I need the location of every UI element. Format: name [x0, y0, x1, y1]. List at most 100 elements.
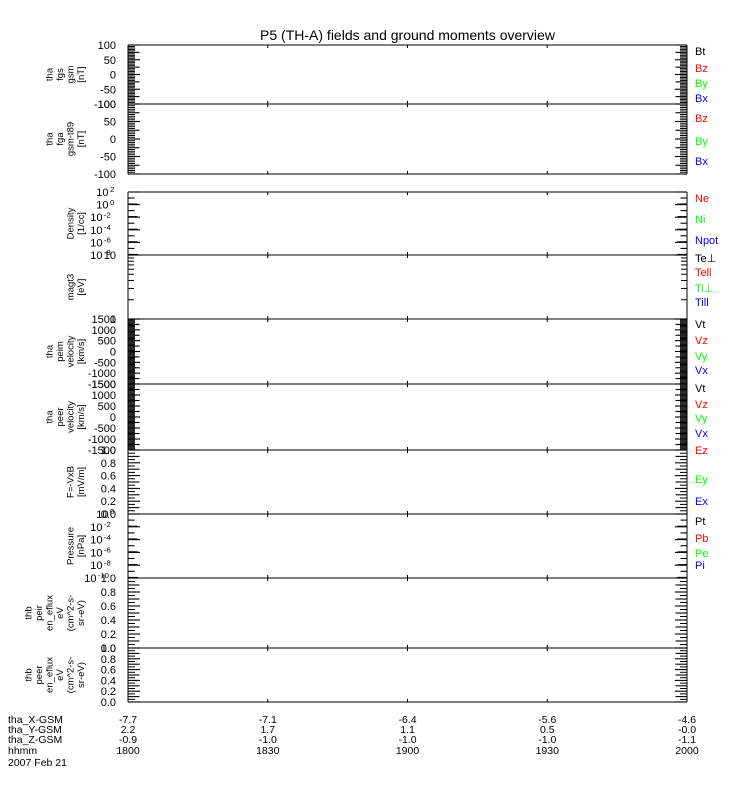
svg-text:-100: -100: [94, 169, 116, 181]
svg-text:Bx: Bx: [695, 156, 708, 168]
svg-text:sr-eV): sr-eV): [76, 600, 87, 626]
svg-text:Bt: Bt: [695, 46, 705, 58]
svg-text:0: 0: [110, 507, 114, 516]
svg-text:(cm^2-s-: (cm^2-s-: [66, 595, 77, 632]
svg-text:[km/s]: [km/s]: [76, 404, 87, 429]
svg-text:Bx: Bx: [695, 93, 708, 105]
svg-text:Te⊥: Te⊥: [695, 253, 716, 265]
svg-text:1800: 1800: [116, 745, 140, 757]
svg-text:10: 10: [90, 212, 102, 224]
svg-text:[nPa]: [nPa]: [76, 535, 87, 557]
svg-text:10: 10: [90, 225, 102, 237]
svg-text:peir: peir: [34, 605, 45, 621]
svg-text:0: 0: [110, 70, 116, 82]
svg-text:Vy: Vy: [695, 413, 708, 425]
svg-text:gsm: gsm: [66, 65, 77, 83]
svg-text:[km/s]: [km/s]: [76, 339, 87, 364]
svg-text:0.8: 0.8: [101, 587, 116, 599]
svg-text:tha: tha: [45, 344, 56, 358]
svg-text:1.0: 1.0: [101, 573, 116, 585]
svg-text:Ey: Ey: [695, 474, 708, 486]
svg-text:gsm-t89: gsm-t89: [66, 122, 77, 156]
svg-text:magt3: magt3: [66, 274, 77, 300]
svg-text:-6: -6: [104, 236, 111, 245]
svg-text:peim: peim: [55, 341, 66, 362]
svg-text:Till: Till: [695, 297, 709, 309]
svg-text:10: 10: [90, 522, 102, 534]
svg-text:[nT]: [nT]: [76, 66, 87, 82]
svg-text:50: 50: [104, 55, 116, 67]
svg-text:10: 10: [90, 535, 102, 547]
svg-text:100: 100: [98, 40, 116, 52]
svg-text:-50: -50: [100, 152, 116, 164]
svg-text:thb: thb: [24, 668, 35, 681]
svg-text:0.8: 0.8: [101, 458, 116, 470]
svg-text:By: By: [695, 78, 708, 90]
svg-text:Ex: Ex: [695, 496, 708, 508]
svg-text:Ni: Ni: [695, 214, 705, 226]
svg-text:P5 (TH-A) fields and ground mo: P5 (TH-A) fields and ground moments over…: [260, 27, 556, 43]
svg-text:eV: eV: [55, 669, 66, 681]
svg-text:Ez: Ez: [695, 445, 708, 457]
svg-text:Density: Density: [66, 207, 77, 239]
svg-text:peer: peer: [55, 407, 66, 426]
svg-text:Vt: Vt: [695, 319, 705, 331]
svg-text:10: 10: [90, 250, 102, 262]
svg-text:Vt: Vt: [695, 383, 705, 395]
svg-text:10: 10: [104, 250, 116, 262]
svg-text:0.2: 0.2: [101, 629, 116, 641]
svg-text:hhmm: hhmm: [8, 745, 37, 757]
svg-text:Bz: Bz: [695, 113, 708, 125]
svg-text:Pressure: Pressure: [66, 527, 77, 565]
svg-text:Pi: Pi: [695, 560, 705, 572]
svg-text:1930: 1930: [536, 745, 560, 757]
svg-text:Vx: Vx: [695, 428, 708, 440]
svg-text:sr-eV): sr-eV): [76, 662, 87, 688]
svg-text:Vz: Vz: [695, 335, 708, 347]
svg-text:2007 Feb 21: 2007 Feb 21: [8, 757, 67, 769]
svg-text:tha: tha: [45, 132, 56, 146]
svg-text:Npot: Npot: [695, 235, 718, 247]
svg-text:fga: fga: [55, 132, 66, 146]
svg-text:Vx: Vx: [695, 365, 708, 377]
svg-text:peer: peer: [34, 665, 45, 684]
svg-text:Vz: Vz: [695, 399, 708, 411]
svg-text:0: 0: [110, 134, 116, 146]
svg-text:100: 100: [98, 99, 116, 111]
svg-text:-50: -50: [100, 84, 116, 96]
svg-text:en_eflux: en_eflux: [45, 595, 56, 631]
svg-text:0.0: 0.0: [101, 697, 116, 709]
svg-text:en_eflux: en_eflux: [45, 657, 56, 693]
svg-text:Pt: Pt: [695, 516, 705, 528]
svg-text:fgs: fgs: [55, 68, 66, 81]
svg-text:1830: 1830: [256, 745, 280, 757]
svg-text:thb: thb: [24, 606, 35, 619]
svg-text:-2: -2: [104, 520, 111, 529]
svg-text:[nT]: [nT]: [76, 131, 87, 147]
svg-text:2: 2: [110, 185, 114, 194]
svg-text:0.4: 0.4: [101, 615, 116, 627]
svg-text:[1/cc]: [1/cc]: [76, 212, 87, 235]
svg-text:10: 10: [90, 237, 102, 249]
svg-text:Vy: Vy: [695, 351, 708, 363]
svg-text:[eV]: [eV]: [76, 279, 87, 296]
svg-text:0.6: 0.6: [101, 471, 116, 483]
svg-text:Tell: Tell: [695, 267, 712, 279]
svg-text:eV: eV: [55, 607, 66, 619]
svg-text:2000: 2000: [675, 745, 699, 757]
svg-text:F=-VxB: F=-VxB: [66, 466, 77, 498]
svg-text:(cm^2-s-: (cm^2-s-: [66, 657, 77, 694]
svg-text:0.4: 0.4: [101, 483, 116, 495]
svg-text:Ti⊥: Ti⊥: [695, 283, 713, 295]
svg-text:velocity: velocity: [66, 335, 77, 367]
svg-text:Bz: Bz: [695, 63, 708, 75]
svg-text:velocity: velocity: [66, 401, 77, 433]
svg-text:10: 10: [96, 187, 108, 199]
svg-text:-4: -4: [104, 533, 112, 542]
svg-text:-4: -4: [104, 223, 112, 232]
svg-text:-6: -6: [104, 546, 111, 555]
svg-text:0.6: 0.6: [101, 601, 116, 613]
svg-text:Pb: Pb: [695, 533, 708, 545]
svg-text:50: 50: [104, 117, 116, 129]
svg-text:1900: 1900: [396, 745, 420, 757]
